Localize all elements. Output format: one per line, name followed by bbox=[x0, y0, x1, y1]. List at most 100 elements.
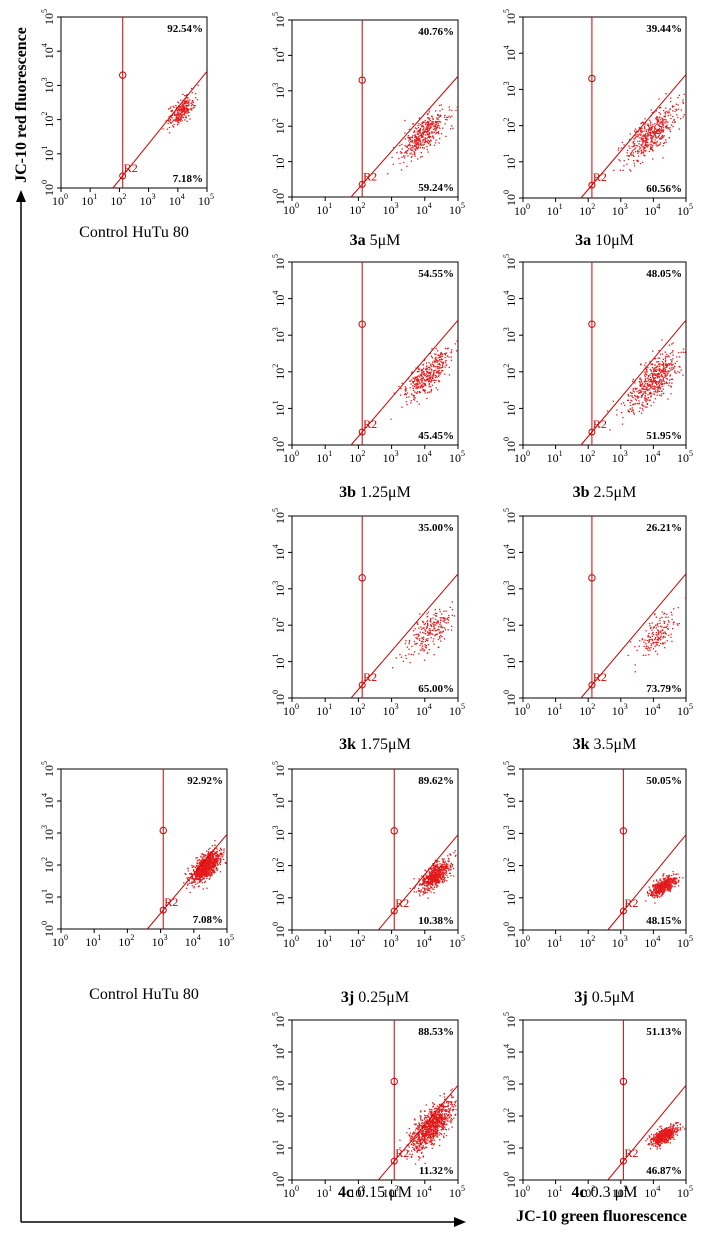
scatter-point bbox=[197, 84, 199, 86]
scatter-point bbox=[663, 392, 665, 394]
scatter-point bbox=[199, 860, 201, 862]
scatter-point bbox=[412, 1142, 414, 1144]
scatter-point bbox=[436, 367, 438, 369]
scatter-point bbox=[179, 112, 181, 115]
scatter-point bbox=[216, 848, 218, 850]
scatter-point bbox=[670, 386, 673, 388]
scatter-point bbox=[682, 348, 685, 350]
y-tick-label: 102 bbox=[502, 617, 518, 633]
scatter-point bbox=[641, 638, 643, 640]
scatter-point bbox=[434, 628, 436, 630]
scatter-point bbox=[423, 879, 425, 881]
scatter-point bbox=[640, 150, 642, 152]
scatter-point bbox=[429, 378, 431, 380]
scatter-point bbox=[434, 621, 436, 623]
scatter-point bbox=[411, 645, 413, 647]
x-tick-label: 105 bbox=[198, 192, 214, 208]
y-tick-label: 101 bbox=[502, 154, 518, 170]
scatter-point bbox=[659, 878, 661, 880]
scatter-point bbox=[645, 388, 647, 390]
scatter-point bbox=[187, 104, 190, 106]
scatter-point bbox=[672, 879, 674, 881]
scatter-point bbox=[414, 139, 416, 141]
scatter-point bbox=[419, 640, 421, 642]
scatter-point bbox=[180, 110, 182, 112]
scatter-point bbox=[658, 350, 660, 352]
scatter-point bbox=[666, 875, 668, 877]
scatter-point bbox=[682, 351, 684, 353]
scatter-point bbox=[427, 631, 429, 633]
scatter-point bbox=[653, 374, 655, 376]
scatter-point bbox=[652, 374, 654, 377]
scatter-point bbox=[651, 145, 653, 147]
scatter-point bbox=[432, 877, 434, 879]
scatter-point bbox=[656, 890, 659, 892]
scatter-point bbox=[643, 374, 646, 376]
scatter-point bbox=[178, 114, 180, 117]
scatter-point bbox=[195, 878, 197, 880]
scatter-point bbox=[434, 125, 436, 127]
scatter-point bbox=[680, 369, 682, 371]
scatter-point bbox=[653, 372, 656, 375]
scatter-point bbox=[672, 125, 674, 128]
scatter-point bbox=[191, 864, 193, 867]
scatter-point bbox=[432, 867, 434, 869]
scatter-point bbox=[657, 381, 659, 383]
scatter-point bbox=[415, 367, 417, 369]
gate-marker-upper bbox=[588, 74, 596, 83]
scatter-point bbox=[448, 106, 450, 108]
scatter-point bbox=[428, 379, 430, 381]
scatter-point bbox=[166, 128, 169, 130]
scatter-point bbox=[634, 131, 637, 133]
scatter-point bbox=[415, 385, 417, 387]
gate-marker-upper bbox=[159, 826, 167, 835]
scatter-point bbox=[416, 376, 418, 378]
scatter-point bbox=[446, 119, 448, 121]
scatter-point bbox=[424, 130, 427, 133]
scatter-point bbox=[437, 370, 439, 372]
scatter-point bbox=[657, 119, 660, 121]
scatter-point bbox=[173, 123, 175, 126]
scatter-point bbox=[658, 363, 660, 365]
scatter-point bbox=[432, 865, 434, 867]
scatter-point bbox=[435, 359, 437, 361]
scatter-point bbox=[191, 101, 193, 103]
scatter-point bbox=[649, 148, 652, 150]
scatter-point bbox=[425, 873, 427, 876]
scatter-point bbox=[663, 135, 665, 137]
scatter-point bbox=[420, 377, 423, 380]
scatter-point bbox=[439, 632, 441, 634]
scatter-point bbox=[199, 872, 201, 874]
scatter-point bbox=[663, 370, 665, 373]
scatter-point bbox=[640, 137, 643, 139]
scatter-point bbox=[665, 93, 667, 95]
scatter-point bbox=[426, 626, 428, 628]
upper-percent-label: 39.44% bbox=[646, 23, 682, 35]
scatter-point bbox=[431, 881, 433, 883]
scatter-point bbox=[438, 126, 440, 128]
scatter-point bbox=[667, 882, 670, 884]
scatter-point bbox=[434, 1115, 436, 1117]
scatter-point bbox=[424, 629, 426, 631]
scatter-points bbox=[645, 871, 684, 904]
scatter-point bbox=[425, 373, 428, 375]
scatter-point bbox=[417, 387, 419, 389]
scatter-point bbox=[651, 638, 653, 641]
scatter-point bbox=[209, 873, 211, 875]
scatter-point bbox=[631, 395, 633, 397]
scatter-point bbox=[651, 381, 653, 383]
scatter-point bbox=[652, 135, 654, 137]
scatter-point bbox=[205, 854, 207, 856]
scatter-point bbox=[225, 862, 227, 864]
scatter-point bbox=[422, 129, 424, 131]
scatter-point bbox=[634, 387, 636, 389]
scatter-point bbox=[430, 624, 432, 626]
scatter-point bbox=[445, 118, 447, 121]
scatter-point bbox=[672, 115, 674, 118]
scatter-point bbox=[186, 887, 188, 889]
scatter-point bbox=[440, 865, 443, 867]
scatter-point bbox=[659, 885, 661, 887]
scatter-point bbox=[428, 133, 430, 135]
scatter-point bbox=[409, 380, 411, 382]
scatter-point bbox=[645, 378, 647, 380]
